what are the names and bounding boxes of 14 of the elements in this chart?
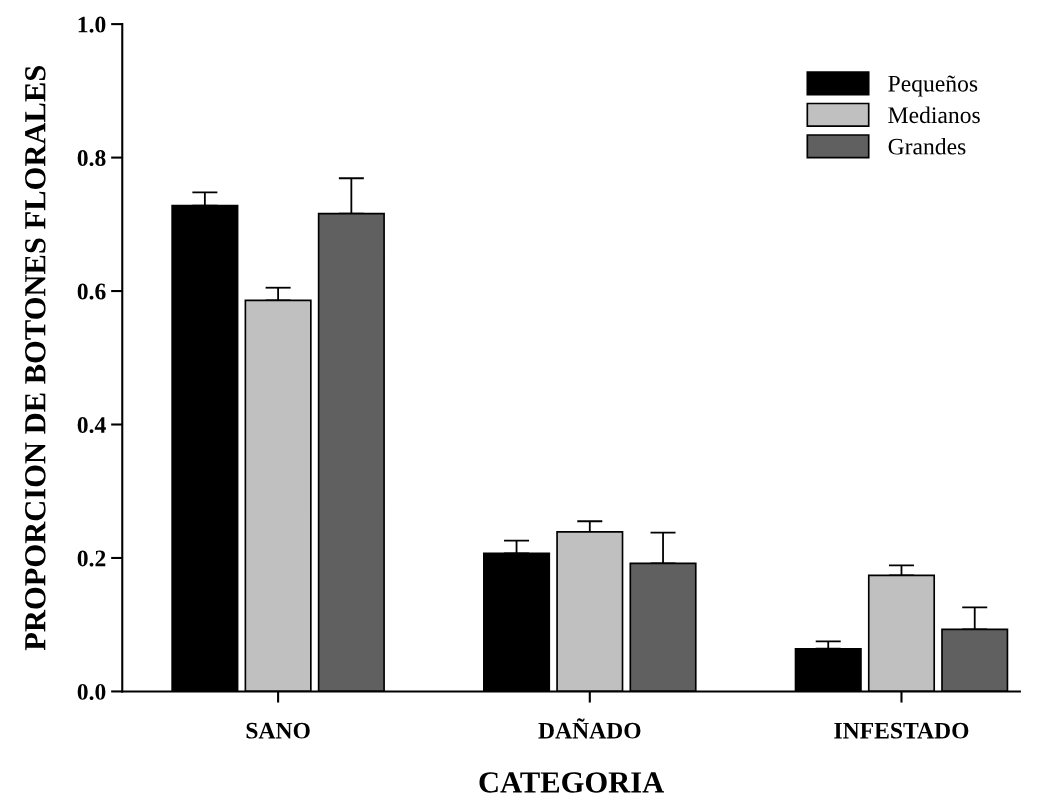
y-tick-label: 0.6 (77, 283, 106, 300)
legend-label: Grandes (888, 137, 966, 155)
y-tick-label: 0.8 (77, 150, 106, 167)
y-tick-label: 0.4 (77, 417, 106, 434)
y-tick-label: 0.2 (77, 550, 106, 567)
y-tick-label: 1.0 (78, 16, 106, 33)
x-tick-label: INFESTADO (834, 722, 969, 739)
y-axis-title: PROPORCION DE BOTONES FLORALES (25, 66, 46, 651)
legend-label: Pequeños (888, 75, 978, 97)
x-tick-label: DAÑADO (538, 718, 641, 739)
x-axis-title: CATEGORIA (479, 772, 664, 793)
legend-label: Medianos (888, 106, 980, 124)
y-tick-label: 0.0 (77, 683, 106, 700)
x-tick-label: SANO (246, 722, 310, 739)
